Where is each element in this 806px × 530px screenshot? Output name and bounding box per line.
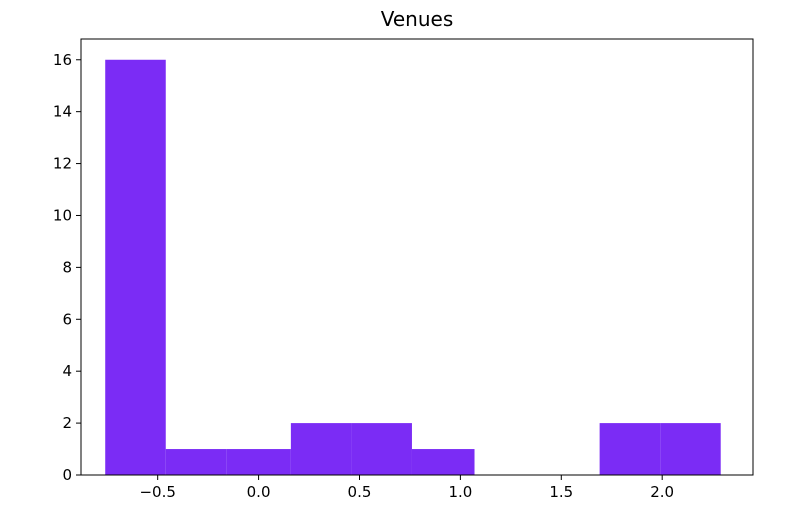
- x-tick-label: 0.5: [348, 483, 372, 501]
- plot-frame: [80, 38, 754, 476]
- histogram-bar-2: [226, 449, 291, 475]
- y-tick-label: 16: [53, 51, 72, 69]
- histogram-bar-8: [599, 423, 661, 475]
- x-tick-label: −0.5: [139, 483, 175, 501]
- y-tick-label: 10: [53, 206, 72, 224]
- x-tick-label: 0.0: [247, 483, 271, 501]
- y-tick-label: 14: [53, 103, 72, 121]
- bars-group: [105, 59, 721, 476]
- histogram-bar-4: [351, 423, 412, 475]
- x-tick-label: 1.5: [549, 483, 573, 501]
- y-axis: 0 2 4 6 8 10 12 14 16: [53, 51, 81, 484]
- chart-title: Venues: [381, 7, 454, 31]
- histogram-bar-0: [105, 59, 166, 476]
- x-tick-label: 2.0: [650, 483, 674, 501]
- y-tick-label: 8: [62, 258, 72, 276]
- x-axis: −0.5 0.0 0.5 1.0 1.5 2.0: [139, 475, 674, 501]
- y-tick-label: 0: [62, 466, 72, 484]
- histogram-bar-5: [411, 449, 475, 475]
- histogram-bar-3: [290, 423, 352, 475]
- histogram-bar-1: [165, 449, 227, 475]
- y-tick-label: 2: [62, 414, 72, 432]
- y-tick-label: 12: [53, 155, 72, 173]
- histogram-bar-9: [660, 423, 721, 475]
- y-tick-label: 6: [62, 310, 72, 328]
- y-tick-label: 4: [62, 362, 72, 380]
- x-tick-label: 1.0: [448, 483, 472, 501]
